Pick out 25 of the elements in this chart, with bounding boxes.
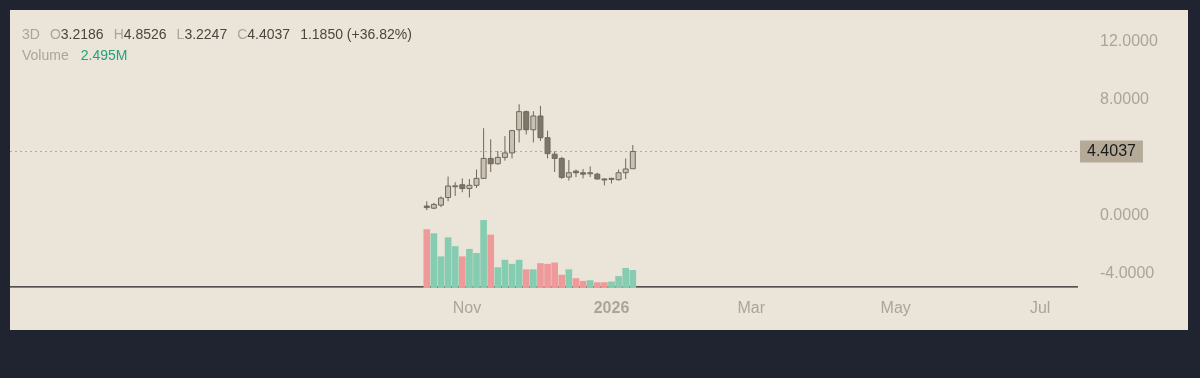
bar (522, 269, 530, 288)
x-tick-label: May (880, 298, 911, 316)
chart-title: 3D (22, 26, 40, 42)
y-tick-label: 0.0000 (1100, 205, 1150, 223)
annotation: 1.1850 (+36.82%) (300, 26, 412, 42)
y-tick-label: 12.0000 (1100, 32, 1158, 50)
bar (530, 269, 537, 288)
x-tick-label: Jul (1029, 298, 1051, 316)
annotation: L3.2247 (176, 26, 228, 42)
bar (586, 280, 594, 288)
annotation: H4.8526 (113, 26, 167, 42)
annotation: 2.495M (80, 47, 128, 63)
annotation: O3.2186 (49, 26, 104, 42)
ref-line-label: 4.4037 (1087, 141, 1137, 159)
bar (487, 234, 495, 288)
y-tick-label: 8.0000 (1100, 89, 1150, 107)
bar (458, 256, 466, 288)
bar (565, 269, 573, 288)
x-tick-label: Mar (737, 298, 766, 316)
annotation: Volume (22, 47, 69, 63)
annotation: C4.4037 (237, 26, 291, 42)
bar (423, 229, 431, 288)
x-tick-label: 2026 (593, 298, 630, 316)
x-tick-label: Nov (452, 298, 482, 316)
y-tick-label: -4.0000 (1100, 263, 1155, 281)
